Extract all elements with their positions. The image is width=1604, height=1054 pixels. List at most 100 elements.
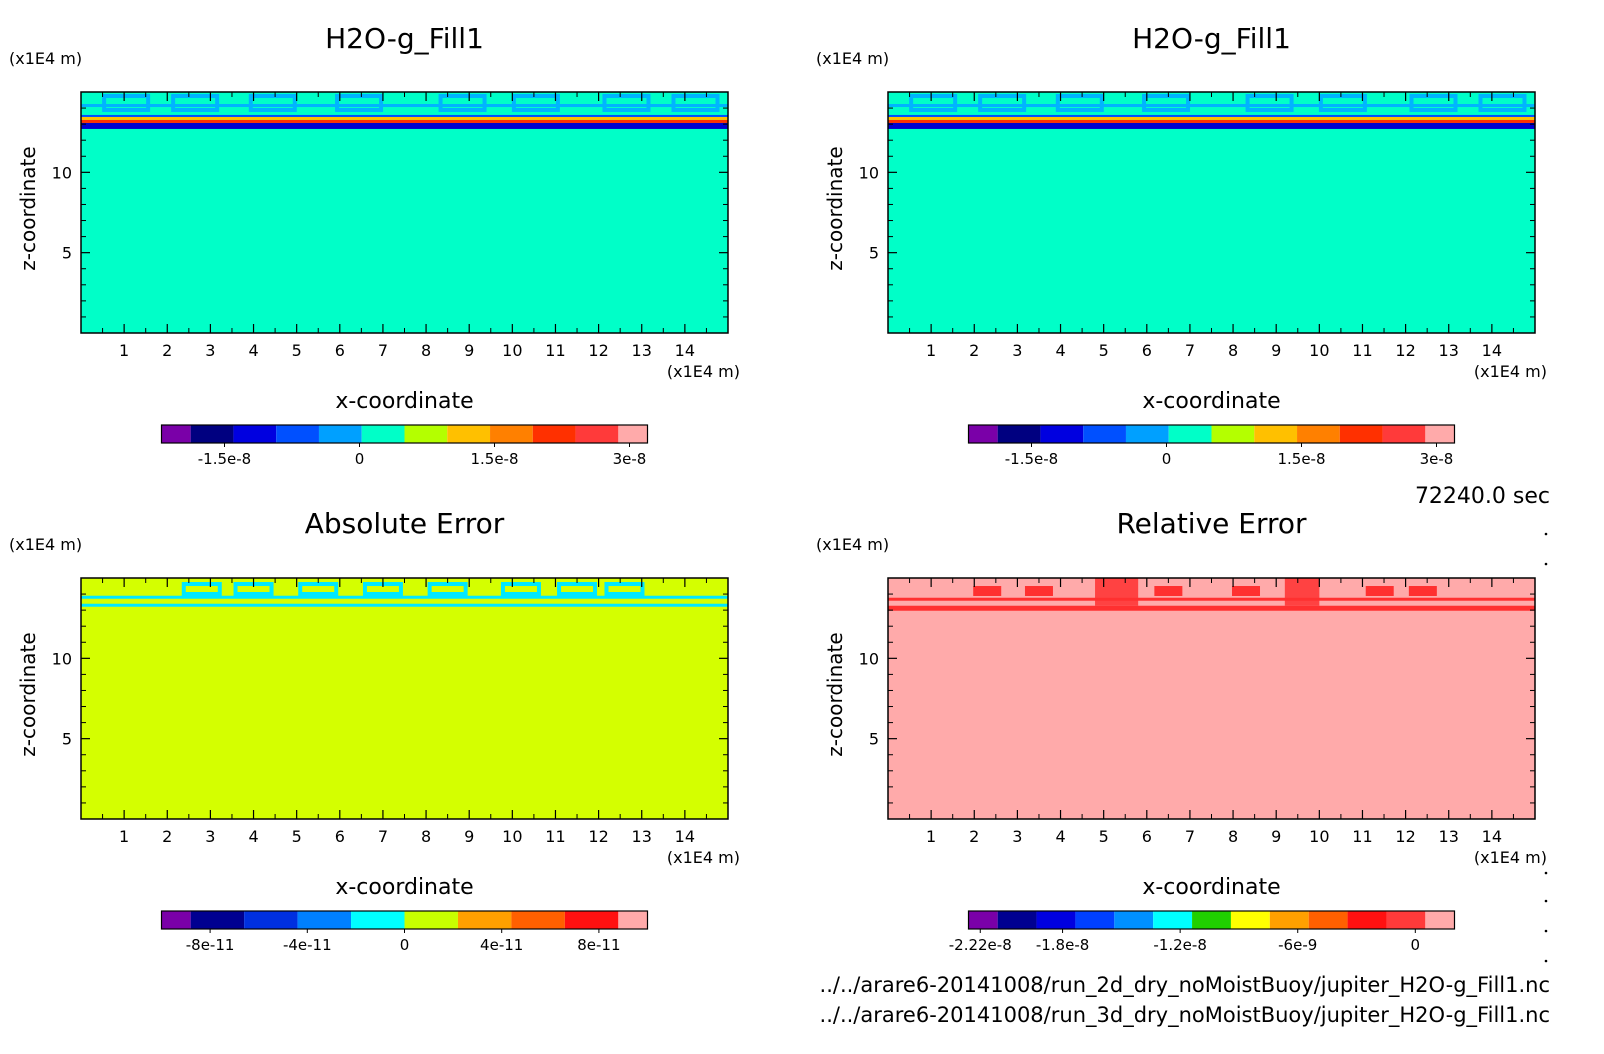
rel-column — [1284, 578, 1320, 606]
x-tick-label: 7 — [378, 827, 388, 846]
cloud-contour — [438, 94, 487, 112]
y-axis-label: z-coordinate — [16, 146, 40, 270]
x-axis-label: x-coordinate — [1142, 389, 1280, 414]
time-label: 72240.0 sec — [1415, 484, 1550, 509]
abs-patch — [427, 582, 468, 596]
colorbar-bin — [1040, 425, 1084, 443]
colorbar-bin — [1347, 911, 1387, 929]
x-tick-label: 8 — [421, 341, 431, 360]
colorbar-tick-label: -2.22e-8 — [949, 936, 1012, 954]
x-tick-label: 4 — [1055, 341, 1065, 360]
rel-patch — [1365, 586, 1394, 596]
colorbar-bin — [1075, 911, 1115, 929]
x-tick-label: 14 — [1482, 341, 1502, 360]
colorbar-bin — [244, 911, 298, 929]
x-tick-label: 14 — [1482, 827, 1502, 846]
x-tick-label: 9 — [1271, 341, 1281, 360]
colorbar-bin — [161, 911, 191, 929]
cloud-contour — [248, 94, 297, 112]
colorbar-tick-label: -8e-11 — [186, 936, 235, 954]
x-unit-label: (x1E4 m) — [1474, 362, 1547, 381]
colorbar-tick-label: 0 — [1162, 450, 1172, 468]
layer-band-low — [888, 122, 1535, 129]
colorbar-bin — [1254, 425, 1298, 443]
x-tick-label: 6 — [335, 341, 345, 360]
chart-title: H2O-g_Fill1 — [1132, 22, 1291, 55]
colorbar-frame — [967, 424, 1456, 444]
colorbar-bin — [1308, 911, 1348, 929]
layer-band-edge — [888, 114, 1535, 117]
field-area — [81, 92, 728, 333]
x-tick-label: 6 — [1142, 827, 1152, 846]
x-tick-label: 14 — [675, 341, 695, 360]
x-tick-label: 9 — [464, 827, 474, 846]
x-tick-label: 10 — [502, 827, 522, 846]
cloud-contour — [602, 94, 651, 112]
colorbar-tick-label: -4e-11 — [283, 936, 332, 954]
x-tick-label: 3 — [205, 341, 215, 360]
colorbar-tick-label: 4e-11 — [480, 936, 523, 954]
abs-patch — [557, 582, 598, 596]
y-axis-label: z-coordinate — [823, 146, 847, 270]
x-tick-label: 8 — [1228, 827, 1238, 846]
colorbar-frame — [967, 910, 1456, 930]
rel-patch — [1154, 586, 1183, 596]
x-axis-label: x-coordinate — [335, 875, 473, 900]
x-tick-label: 1 — [926, 341, 936, 360]
x-tick-label: 6 — [335, 827, 345, 846]
y-tick-label: 5 — [62, 244, 72, 263]
x-unit-label: (x1E4 m) — [667, 848, 740, 867]
y-axis-label: z-coordinate — [16, 632, 40, 756]
rel-patch — [1232, 586, 1261, 596]
x-tick-label: 4 — [248, 341, 258, 360]
cloud-contour — [1142, 94, 1191, 112]
rel-band-2 — [888, 597, 1535, 601]
chart-panel-3: Absolute Error(x1E4 m)1 2 3 4 5 6 7 8 9 10 11 12 13 1… — [9, 507, 740, 954]
colorbar-bin — [490, 425, 533, 443]
y-tick-label: 10 — [859, 163, 879, 182]
cloud-contour — [511, 94, 560, 112]
cloud-contour — [909, 94, 958, 112]
cloud-contour — [671, 94, 720, 112]
y-tick-label: 5 — [62, 730, 72, 749]
x-tick-label: 12 — [1395, 827, 1415, 846]
colorbar-bin — [511, 911, 565, 929]
colorbar-bin — [233, 425, 277, 443]
file-path-2: ../../arare6-20141008/run_3d_dry_noMoist… — [820, 1003, 1550, 1028]
colorbar-bin — [404, 911, 458, 929]
cloud-contour — [171, 94, 220, 112]
cloud-contour — [1478, 94, 1527, 112]
x-tick-label: 9 — [1271, 827, 1281, 846]
colorbar-tick-label: 3e-8 — [613, 450, 647, 468]
x-tick-label: 11 — [545, 341, 565, 360]
rel-band-1 — [888, 605, 1535, 611]
colorbar-tick-label: -6e-9 — [1278, 936, 1317, 954]
colorbar-tick-label: 0 — [400, 936, 410, 954]
y-tick-label: 5 — [869, 730, 879, 749]
abs-patch — [298, 582, 339, 596]
colorbar-bin — [1230, 911, 1270, 929]
layer-band-low — [81, 122, 728, 129]
x-tick-label: 4 — [1055, 827, 1065, 846]
colorbar-bin — [161, 425, 191, 443]
colorbar-bin — [1083, 425, 1126, 443]
x-tick-label: 14 — [675, 827, 695, 846]
colorbar-tick-label: -1.5e-8 — [1005, 450, 1058, 468]
x-tick-label: 4 — [248, 827, 258, 846]
x-unit-label: (x1E4 m) — [1474, 848, 1547, 867]
x-tick-label: 3 — [1012, 341, 1022, 360]
colorbar-tick-label: 1.5e-8 — [1277, 450, 1325, 468]
colorbar-bin — [361, 425, 405, 443]
x-tick-label: 7 — [1185, 827, 1195, 846]
colorbar-tick-label: 0 — [1411, 936, 1421, 954]
x-axis-label: x-coordinate — [335, 389, 473, 414]
cloud-contour — [1409, 94, 1458, 112]
chart-panel-2: H2O-g_Fill1(x1E4 m)1 2 3 4 5 6 7 8 9 10 11 12 13 1451… — [816, 22, 1547, 468]
x-tick-label: 2 — [162, 827, 172, 846]
cloud-contour — [1318, 94, 1367, 112]
colorbar-bin — [447, 425, 491, 443]
layer-band-edge — [81, 114, 728, 117]
colorbar-tick-label: 8e-11 — [577, 936, 620, 954]
chart-title: Absolute Error — [305, 507, 505, 540]
rel-patch — [1408, 586, 1437, 596]
